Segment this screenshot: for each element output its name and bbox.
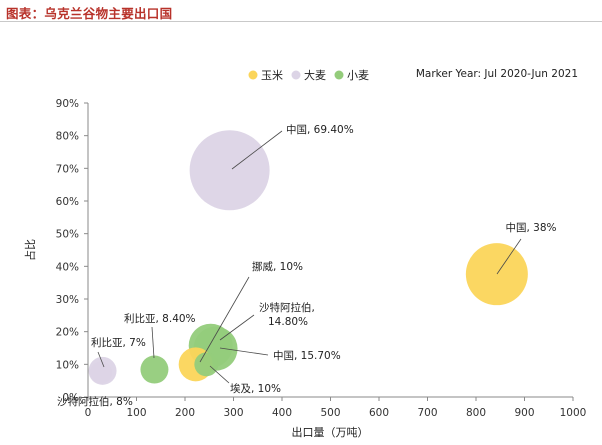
leader-line	[151, 326, 155, 359]
x-tick-label: 400	[272, 407, 292, 419]
y-tick-label: 20%	[56, 327, 79, 339]
x-tick-label: 1000	[560, 407, 587, 419]
x-tick-label: 500	[320, 407, 340, 419]
data-label: 14.80%	[268, 316, 308, 328]
figure-title: 图表：乌克兰谷物主要出口国	[6, 6, 173, 21]
data-label: 中国, 69.40%	[286, 123, 354, 136]
x-tick-label: 600	[369, 407, 389, 419]
y-tick-label: 90%	[56, 98, 79, 110]
y-tick-label: 70%	[56, 163, 79, 175]
y-tick-label: 80%	[56, 131, 79, 143]
x-tick-label: 900	[514, 407, 534, 419]
x-tick-label: 200	[175, 407, 195, 419]
data-label: 利比亚, 8.40%	[124, 312, 196, 325]
bubble-point	[90, 361, 113, 384]
legend-label: 大麦	[304, 68, 326, 82]
y-tick-label: 10%	[56, 359, 79, 371]
y-tick-label: 50%	[56, 229, 79, 241]
title-divider	[0, 21, 602, 22]
x-tick-label: 300	[223, 407, 243, 419]
legend-marker	[248, 70, 258, 80]
data-label: 挪威, 10%	[252, 260, 303, 273]
x-axis-label: 出口量（万吨）	[292, 425, 369, 439]
data-label: 利比亚, 7%	[91, 336, 146, 349]
leader-line	[97, 351, 105, 368]
leader-line	[219, 347, 269, 356]
x-tick-label: 0	[85, 407, 92, 419]
y-tick-label: 60%	[56, 196, 79, 208]
data-label: 中国, 15.70%	[273, 349, 341, 362]
leader-line	[231, 130, 283, 170]
axes: 0 100 200 300 400 500 600 700 800 900 1000 0% 10% 20%…	[56, 98, 587, 419]
x-tick-label: 800	[466, 407, 486, 419]
bubbles	[88, 130, 528, 385]
y-tick-label: 30%	[56, 294, 79, 306]
bubble-point	[194, 352, 219, 377]
bubble-point	[189, 130, 270, 211]
x-tick-label: 700	[417, 407, 437, 419]
bubble-point	[140, 355, 169, 384]
bubble-point	[465, 243, 528, 306]
legend: 玉米 大麦 小麦	[248, 68, 369, 82]
y-tick-label: 40%	[56, 261, 79, 273]
y-axis-label: 占比	[23, 239, 37, 261]
bubble-labels: 中国, 38% 埃及, 10% 中国, 69.40% 沙特阿拉伯, 8% 利比亚, 7%…	[57, 123, 557, 408]
legend-marker	[291, 70, 301, 80]
legend-label: 小麦	[347, 69, 369, 82]
leader-line	[209, 365, 230, 384]
leader-line	[219, 314, 255, 341]
marker-year-annotation: Marker Year: Jul 2020-Jun 2021	[416, 68, 578, 80]
leader-line	[496, 238, 522, 275]
data-label: 沙特阿拉伯, 8%	[57, 395, 133, 408]
leader-line	[199, 276, 250, 363]
data-label: 中国, 38%	[505, 221, 556, 234]
legend-marker	[334, 70, 344, 80]
legend-label: 玉米	[261, 69, 283, 82]
y-tick-label: 0%	[62, 392, 79, 404]
data-label: 埃及, 10%	[230, 382, 281, 395]
data-label: 沙特阿拉伯,	[259, 301, 315, 314]
x-tick-label: 100	[126, 407, 146, 419]
